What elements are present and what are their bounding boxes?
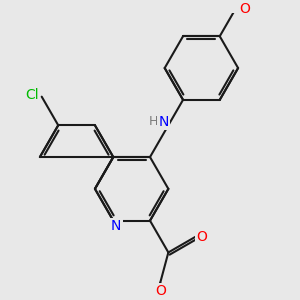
Text: N: N	[111, 219, 122, 233]
Text: O: O	[196, 230, 207, 244]
Text: O: O	[155, 284, 166, 298]
Text: H: H	[149, 115, 158, 128]
Text: N: N	[158, 115, 169, 129]
Text: O: O	[239, 2, 250, 16]
Text: Cl: Cl	[26, 88, 39, 102]
